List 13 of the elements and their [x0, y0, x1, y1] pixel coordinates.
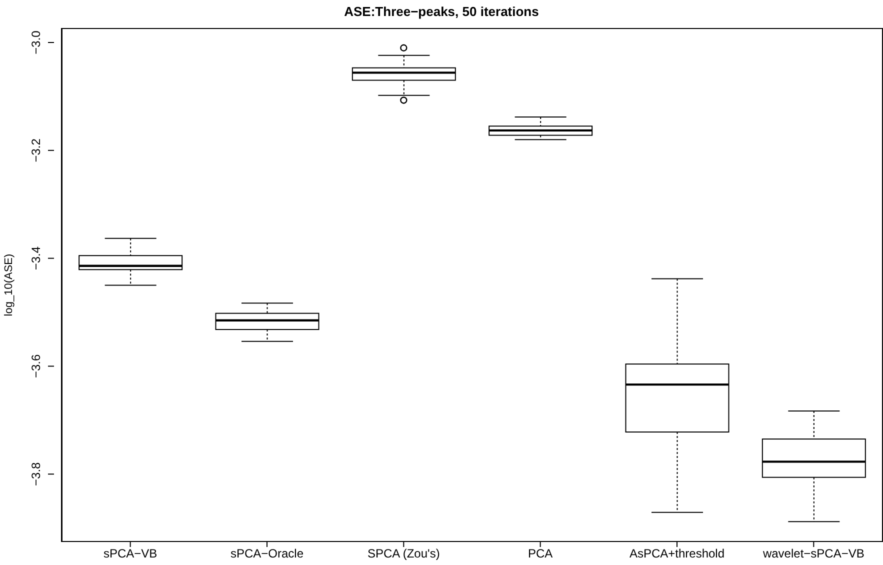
y-tick-label: −3.6 — [29, 354, 43, 378]
x-tick-label: SPCA (Zou's) — [368, 546, 440, 561]
y-tick-label: −3.2 — [29, 138, 43, 162]
y-tick-label: −3.8 — [29, 462, 43, 486]
y-axis-title: log_10(ASE) — [3, 254, 15, 316]
x-tick-label: PCA — [528, 546, 553, 561]
y-tick-label: −3.0 — [29, 30, 43, 54]
y-tick-label: −3.4 — [29, 246, 43, 270]
x-tick-label: sPCA−VB — [103, 546, 158, 561]
x-tick-label: wavelet−sPCA−VB — [762, 546, 864, 561]
x-tick-label: AsPCA+threshold — [629, 546, 725, 561]
x-tick-label: sPCA−Oracle — [230, 546, 304, 561]
chart-title: ASE:Three−peaks, 50 iterations — [343, 4, 540, 19]
